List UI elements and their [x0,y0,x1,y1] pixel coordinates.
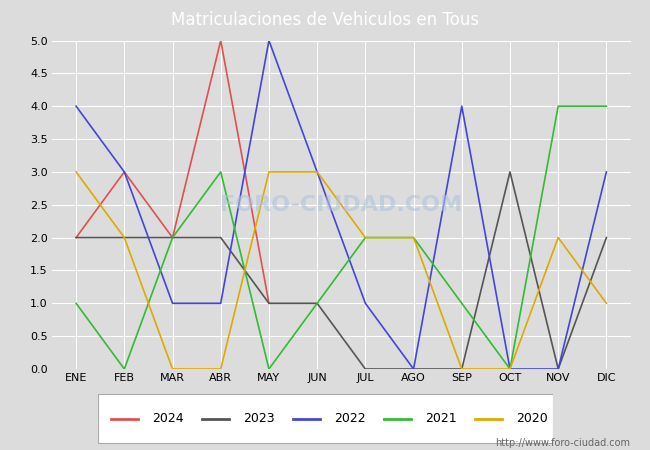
Text: 2022: 2022 [334,412,366,425]
Text: 2021: 2021 [425,412,457,425]
Text: Matriculaciones de Vehiculos en Tous: Matriculaciones de Vehiculos en Tous [171,11,479,29]
Text: 2020: 2020 [516,412,548,425]
Text: 2023: 2023 [243,412,275,425]
Text: 2024: 2024 [152,412,184,425]
FancyBboxPatch shape [98,394,552,443]
Text: FORO-CIUDAD.COM: FORO-CIUDAD.COM [220,195,462,215]
Text: http://www.foro-ciudad.com: http://www.foro-ciudad.com [495,438,630,448]
